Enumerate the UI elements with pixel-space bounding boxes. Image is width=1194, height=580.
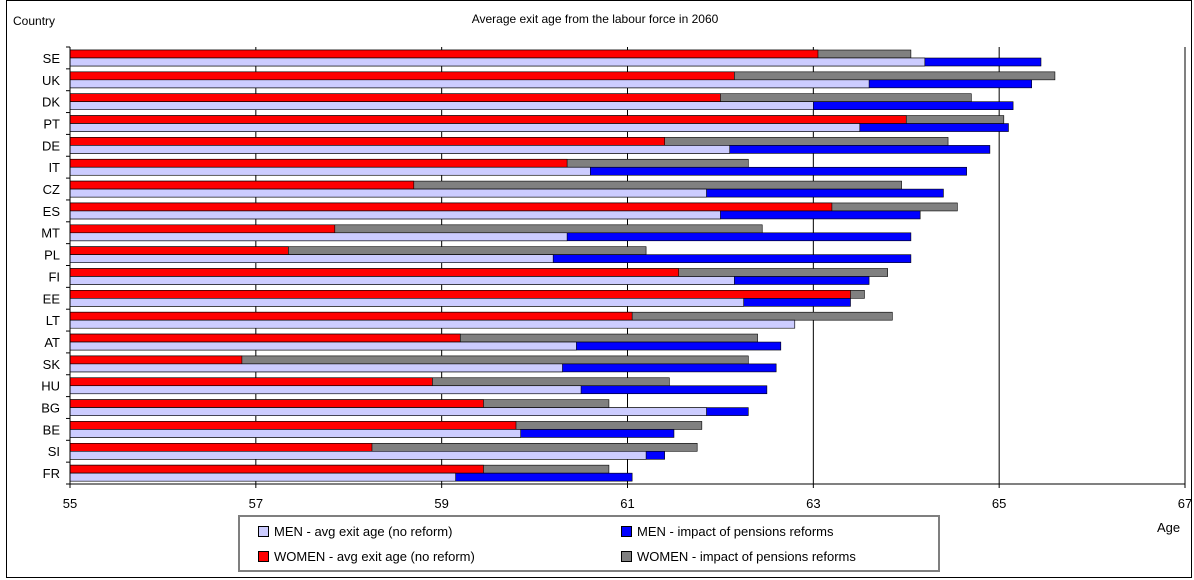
bar-women-base [69,202,833,212]
x-tick-label: 63 [806,496,820,511]
x-tick-label: 59 [434,496,448,511]
x-tick-label: 67 [1178,496,1192,511]
bar-women-base [69,442,373,452]
y-tick-label: SI [48,444,60,459]
bar-women-base [69,290,851,299]
y-tick-label: EE [43,291,61,306]
bar-women-base [69,311,633,321]
bar-women-base [69,421,517,430]
bar-men-base [69,101,814,110]
legend-item: MEN - avg exit age (no reform) [258,524,452,539]
legend: MEN - avg exit age (no reform) MEN - imp… [238,515,940,572]
bar-men-base [69,472,456,482]
x-tick-label: 65 [992,496,1006,511]
bar-women-base [69,93,721,102]
y-tick-label: PL [44,248,60,263]
bar-men-base [69,385,582,395]
bar-men-base [69,450,647,460]
bar-women-base [69,355,243,365]
y-tick-label: DK [42,95,60,110]
y-tick-label: CZ [43,182,60,197]
legend-swatch [258,526,269,537]
y-tick-label: MT [41,226,60,241]
bar-women-base [69,333,461,343]
bar-women-base [69,377,433,387]
y-tick-label: LT [46,313,60,328]
bar-men-base [69,407,707,416]
bar-women-base [69,137,665,146]
legend-swatch [258,551,269,562]
bar-women-base [69,115,907,124]
legend-item: MEN - impact of pensions reforms [621,524,834,539]
axes: 55 57 59 61 63 65 67 SE UK DK PT DE IT CZ ES MT PL FI EE LT… [41,46,1192,511]
bar-men-base [69,210,721,220]
y-tick-label: DE [42,138,60,153]
bar-men-base [69,363,563,373]
y-tick-label: UK [42,73,60,88]
legend-label: WOMEN - avg exit age (no reform) [274,549,475,564]
bar-women-base [69,246,289,255]
legend-swatch [621,551,632,562]
y-tick-label: BE [43,422,61,437]
x-tick-label: 61 [620,496,634,511]
bar-women-base [69,268,679,277]
x-tick-label: 55 [63,496,77,511]
bar-women-base [69,158,568,168]
legend-item: WOMEN - avg exit age (no reform) [258,549,475,564]
y-tick-label: FR [43,466,60,481]
y-tick-label: HU [41,379,60,394]
y-tick-label: ES [43,204,61,219]
bar-women-base [69,224,336,234]
y-tick-label: IT [48,160,60,175]
bar-men-base [69,254,554,263]
bar-men-base [69,79,870,89]
y-axis-title: Country [13,14,55,28]
legend-item: WOMEN - impact of pensions reforms [621,549,856,564]
bar-men-base [69,188,707,198]
y-tick-label: PT [43,116,60,131]
bar-men-base [69,341,577,351]
bar-men-base [69,429,521,438]
legend-swatch [621,526,632,537]
bar-women-base [69,49,819,59]
y-tick-label: AT [44,335,60,350]
legend-label: MEN - impact of pensions reforms [637,524,834,539]
bar-men-base [69,145,731,154]
bar-men-base [69,276,735,285]
x-axis-title: Age [1157,520,1180,535]
legend-label: WOMEN - impact of pensions reforms [637,549,856,564]
y-tick-label: SE [43,51,61,66]
bar-men-base [69,166,591,176]
x-tick-label: 57 [249,496,263,511]
bar-women-base [69,464,484,474]
legend-label: MEN - avg exit age (no reform) [274,524,453,539]
bars [69,49,1056,482]
bar-women-base [69,399,484,408]
bar-men-base [69,298,744,307]
bar-women-base [69,180,415,190]
y-tick-label: BG [41,401,60,416]
bar-women-base [69,71,735,81]
chart-title: Average exit age from the labour force i… [472,12,719,26]
y-tick-label: SK [43,357,61,372]
bar-men-base [69,123,861,132]
bar-men-base [69,319,796,329]
gridlines [255,47,1186,484]
bar-men-base [69,57,926,67]
y-tick-label: FI [48,269,60,284]
bar-men-base [69,232,568,242]
